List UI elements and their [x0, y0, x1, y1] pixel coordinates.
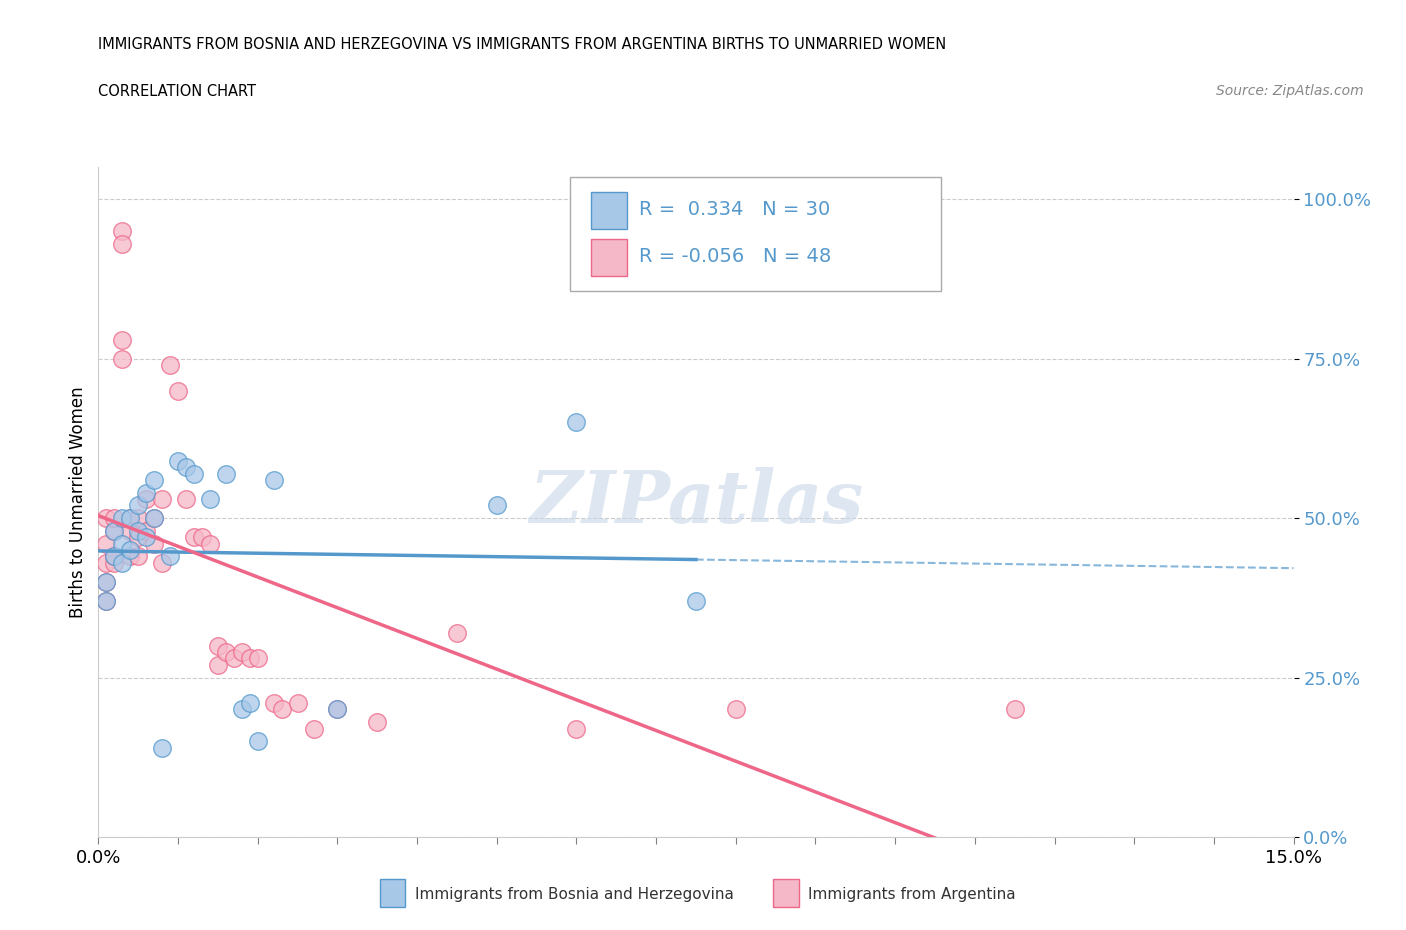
Point [183, 530, 205, 545]
Point [96, 575, 118, 590]
Point [111, 224, 134, 239]
Point [174, 459, 197, 474]
Text: Source: ZipAtlas.com: Source: ZipAtlas.com [1216, 84, 1364, 98]
Text: CORRELATION CHART: CORRELATION CHART [98, 84, 256, 99]
Point [103, 524, 125, 538]
Point [167, 453, 190, 468]
Point [120, 542, 142, 557]
Point [239, 696, 262, 711]
Point [96, 511, 118, 525]
Point [120, 524, 142, 538]
Text: ZIPatlas: ZIPatlas [529, 467, 863, 538]
Point [120, 511, 142, 525]
Point [150, 555, 173, 570]
Text: R = -0.056   N = 48: R = -0.056 N = 48 [638, 247, 831, 266]
Point [120, 549, 142, 564]
Point [287, 696, 309, 711]
Point [215, 466, 238, 481]
Point [246, 651, 269, 666]
Point [96, 575, 118, 590]
Point [239, 651, 262, 666]
Text: Immigrants from Argentina: Immigrants from Argentina [808, 887, 1017, 902]
Point [366, 715, 388, 730]
Point [103, 549, 125, 564]
Point [135, 524, 157, 538]
Point [231, 644, 253, 659]
Bar [591, 193, 627, 229]
Point [246, 734, 269, 749]
Text: IMMIGRANTS FROM BOSNIA AND HERZEGOVINA VS IMMIGRANTS FROM ARGENTINA BIRTHS TO UN: IMMIGRANTS FROM BOSNIA AND HERZEGOVINA V… [98, 37, 946, 52]
Point [724, 702, 747, 717]
Point [127, 498, 149, 512]
Point [222, 651, 245, 666]
Point [150, 492, 173, 507]
Point [207, 638, 229, 653]
Text: R =  0.334   N = 30: R = 0.334 N = 30 [638, 200, 830, 219]
Point [143, 537, 166, 551]
Point [231, 702, 253, 717]
Point [685, 593, 707, 608]
Point [174, 492, 197, 507]
Point [103, 524, 125, 538]
Point [326, 702, 349, 717]
Point [96, 537, 118, 551]
Point [96, 593, 118, 608]
Point [143, 511, 166, 525]
Point [183, 466, 205, 481]
Point [485, 498, 508, 512]
Point [135, 492, 157, 507]
Point [565, 415, 588, 430]
Point [1004, 702, 1026, 717]
Point [150, 740, 173, 755]
Point [167, 383, 190, 398]
Bar [591, 239, 627, 276]
Point [565, 721, 588, 736]
Point [159, 549, 181, 564]
Point [127, 524, 149, 538]
Point [446, 626, 468, 641]
Point [159, 358, 181, 373]
Point [96, 555, 118, 570]
Text: Immigrants from Bosnia and Herzegovina: Immigrants from Bosnia and Herzegovina [415, 887, 734, 902]
Point [191, 530, 214, 545]
Point [198, 492, 221, 507]
Point [198, 537, 221, 551]
Point [96, 593, 118, 608]
Point [127, 530, 149, 545]
Point [127, 549, 149, 564]
Point [120, 511, 142, 525]
Point [111, 511, 134, 525]
Point [302, 721, 325, 736]
Point [111, 236, 134, 251]
Point [103, 549, 125, 564]
Point [143, 472, 166, 487]
Point [111, 352, 134, 366]
FancyBboxPatch shape [571, 178, 941, 291]
Point [143, 511, 166, 525]
Point [127, 511, 149, 525]
Point [135, 485, 157, 500]
Point [207, 658, 229, 672]
Point [103, 555, 125, 570]
Point [103, 511, 125, 525]
Y-axis label: Births to Unmarried Women: Births to Unmarried Women [69, 386, 87, 618]
Point [215, 644, 238, 659]
Point [111, 555, 134, 570]
Point [263, 696, 285, 711]
Point [111, 537, 134, 551]
Point [263, 472, 285, 487]
Point [326, 702, 349, 717]
Point [270, 702, 292, 717]
Point [135, 530, 157, 545]
Point [111, 332, 134, 347]
